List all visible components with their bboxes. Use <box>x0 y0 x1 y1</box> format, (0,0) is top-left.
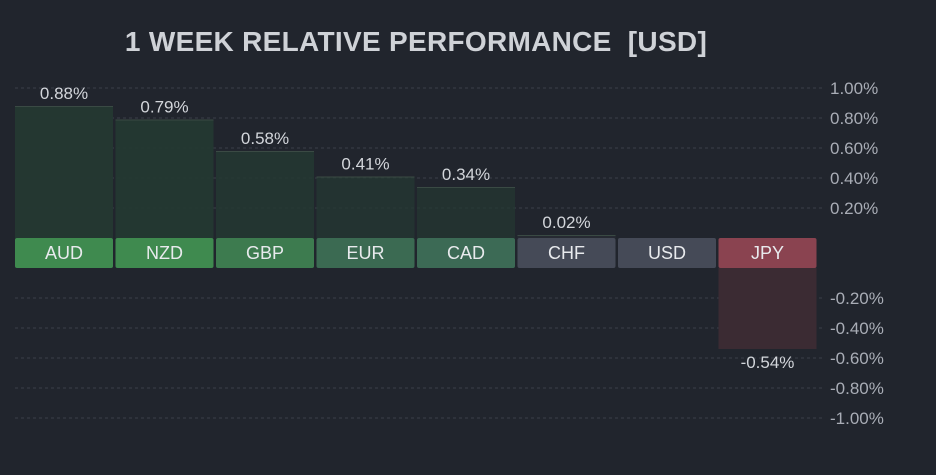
value-labels: 0.88% 0.79% 0.58% 0.41% 0.34% 0.02% -0.54% <box>40 84 795 372</box>
y-tick-label: -0.80% <box>830 379 884 398</box>
category-cell-gbp <box>216 238 314 268</box>
bar-nzd <box>115 119 214 238</box>
y-tick-label: 0.80% <box>830 109 878 128</box>
category-label: EUR <box>346 243 384 263</box>
category-cell-aud <box>15 238 113 268</box>
category-cell-eur <box>316 238 415 268</box>
chart-title: 1 WEEK RELATIVE PERFORMANCE [USD] <box>124 26 708 57</box>
value-label: 0.79% <box>140 98 188 117</box>
category-cell-nzd <box>115 238 214 268</box>
category-label: GBP <box>246 243 284 263</box>
category-label: CHF <box>548 243 585 263</box>
value-label: 0.41% <box>341 155 389 174</box>
category-cell-jpy <box>718 238 817 268</box>
y-tick-label: -0.40% <box>830 319 884 338</box>
category-label: USD <box>648 243 686 263</box>
y-axis-ticks: 1.00% 0.80% 0.60% 0.40% 0.20% -0.20% -0.40% -0.… <box>830 79 884 428</box>
category-label: NZD <box>146 243 183 263</box>
y-tick-label: 1.00% <box>830 79 878 98</box>
category-label: AUD <box>45 243 83 263</box>
category-label: JPY <box>751 243 784 263</box>
y-tick-label: -0.20% <box>830 289 884 308</box>
value-label: 0.02% <box>542 213 590 232</box>
bar-gbp <box>216 151 314 238</box>
bar-eur <box>316 176 415 238</box>
y-tick-label: 0.40% <box>830 169 878 188</box>
value-label: 0.34% <box>442 165 490 184</box>
category-label: CAD <box>447 243 485 263</box>
bar-chf <box>517 235 616 238</box>
category-cell-usd <box>618 238 716 268</box>
bar-jpy <box>718 268 817 349</box>
category-cell-cad <box>417 238 515 268</box>
y-tick-label: 0.60% <box>830 139 878 158</box>
y-tick-label: -0.60% <box>830 349 884 368</box>
y-tick-label: -1.00% <box>830 409 884 428</box>
value-label: 0.88% <box>40 84 88 103</box>
value-label: 0.58% <box>241 129 289 148</box>
value-label: -0.54% <box>741 353 795 372</box>
bar-cad <box>417 187 515 238</box>
bars <box>15 106 817 349</box>
bar-aud <box>15 106 113 238</box>
y-tick-label: 0.20% <box>830 199 878 218</box>
category-cell-chf <box>517 238 616 268</box>
category-labels: AUD NZD GBP EUR CAD CHF USD JPY <box>15 238 817 268</box>
